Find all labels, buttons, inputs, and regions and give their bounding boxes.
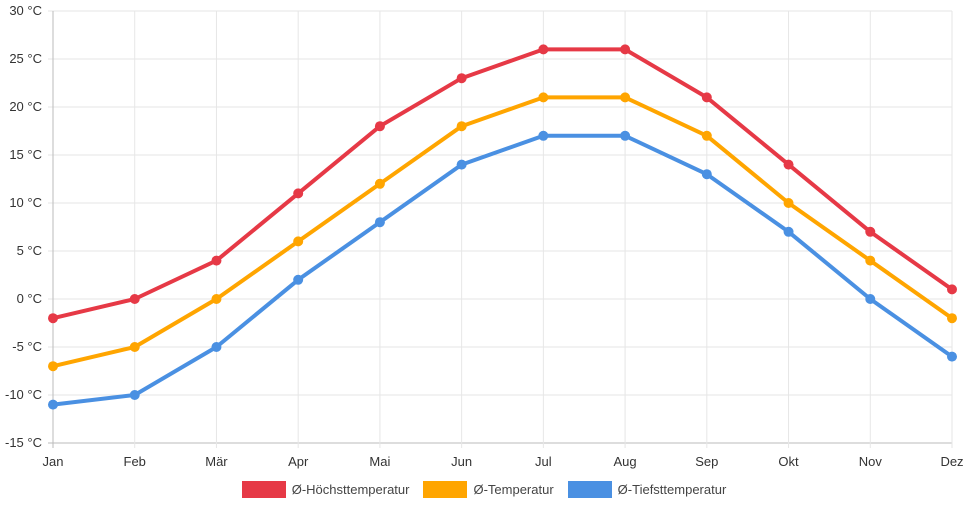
- x-tick-label: Jan: [43, 454, 64, 469]
- legend: Ø-Höchsttemperatur Ø-Temperatur Ø-Tiefst…: [0, 481, 968, 498]
- data-point-2: [865, 294, 876, 304]
- data-point-1: [129, 342, 140, 352]
- data-point-1: [620, 92, 631, 103]
- data-point-2: [129, 390, 140, 400]
- y-tick-label: 5 °C: [17, 243, 42, 258]
- x-tick-label: Dez: [940, 454, 963, 469]
- data-point-0: [374, 121, 385, 132]
- data-point-2: [48, 399, 58, 410]
- series-line-0: [52, 47, 954, 321]
- legend-swatch-avg: [423, 481, 468, 498]
- y-tick-label: 20 °C: [9, 99, 42, 114]
- data-point-1: [865, 255, 876, 266]
- data-point-1: [293, 236, 304, 247]
- data-point-2: [293, 274, 304, 285]
- data-point-0: [456, 73, 467, 84]
- series-line-1: [52, 95, 954, 369]
- data-point-1: [456, 121, 467, 132]
- y-tick-label: -15 °C: [5, 435, 42, 450]
- x-tick-label: Mai: [369, 454, 390, 469]
- data-point-2: [538, 130, 549, 141]
- data-point-1: [211, 294, 222, 304]
- x-tick-label: Apr: [288, 454, 309, 469]
- data-point-1: [947, 313, 957, 324]
- legend-label: Ø-Temperatur: [473, 482, 554, 497]
- data-point-1: [701, 130, 712, 141]
- data-point-2: [211, 342, 222, 352]
- x-tick-label: Aug: [614, 454, 637, 469]
- legend-item-high[interactable]: Ø-Höchsttemperatur: [241, 481, 410, 498]
- x-tick-label: Feb: [124, 454, 146, 469]
- x-tick-label: Okt: [778, 454, 799, 469]
- y-tick-label: -5 °C: [12, 339, 42, 354]
- data-point-0: [293, 188, 304, 199]
- legend-item-avg[interactable]: Ø-Temperatur: [423, 481, 554, 498]
- data-point-2: [374, 217, 385, 228]
- data-point-1: [538, 92, 549, 103]
- y-tick-label: 15 °C: [9, 147, 42, 162]
- y-tick-label: 30 °C: [9, 3, 42, 18]
- x-tick-label: Sep: [695, 454, 718, 469]
- y-tick-label: 10 °C: [9, 195, 42, 210]
- data-point-1: [783, 198, 794, 208]
- data-point-0: [947, 284, 957, 295]
- data-point-1: [48, 361, 58, 372]
- data-point-2: [783, 226, 794, 237]
- data-point-0: [48, 313, 58, 324]
- data-point-0: [129, 294, 140, 304]
- data-point-0: [865, 226, 876, 237]
- legend-label: Ø-Höchsttemperatur: [291, 482, 410, 497]
- data-point-0: [701, 92, 712, 103]
- data-point-2: [620, 130, 631, 141]
- x-tick-label: Nov: [859, 454, 883, 469]
- data-point-2: [947, 351, 957, 362]
- data-point-0: [620, 44, 631, 55]
- data-point-0: [538, 44, 549, 55]
- legend-item-low[interactable]: Ø-Tiefsttemperatur: [567, 481, 727, 498]
- legend-swatch-low: [567, 481, 612, 498]
- y-tick-label: 25 °C: [9, 51, 42, 66]
- data-point-0: [783, 159, 794, 170]
- temperature-line-chart: 30 °C 25 °C 20 °C 15 °C 10 °C 5 °C 0 °C -5 °C -1…: [5, 3, 964, 469]
- y-tick-label: -10 °C: [5, 387, 42, 402]
- legend-label: Ø-Tiefsttemperatur: [617, 482, 727, 497]
- data-point-1: [374, 178, 385, 189]
- x-tick-label: Jun: [451, 454, 472, 469]
- data-point-0: [211, 255, 222, 266]
- legend-swatch-high: [241, 481, 286, 498]
- series-line-2: [52, 133, 954, 407]
- x-tick-label: Jul: [535, 454, 552, 469]
- data-point-2: [456, 159, 467, 170]
- x-tick-label: Mär: [205, 454, 228, 469]
- data-point-2: [701, 169, 712, 180]
- y-tick-label: 0 °C: [17, 291, 42, 306]
